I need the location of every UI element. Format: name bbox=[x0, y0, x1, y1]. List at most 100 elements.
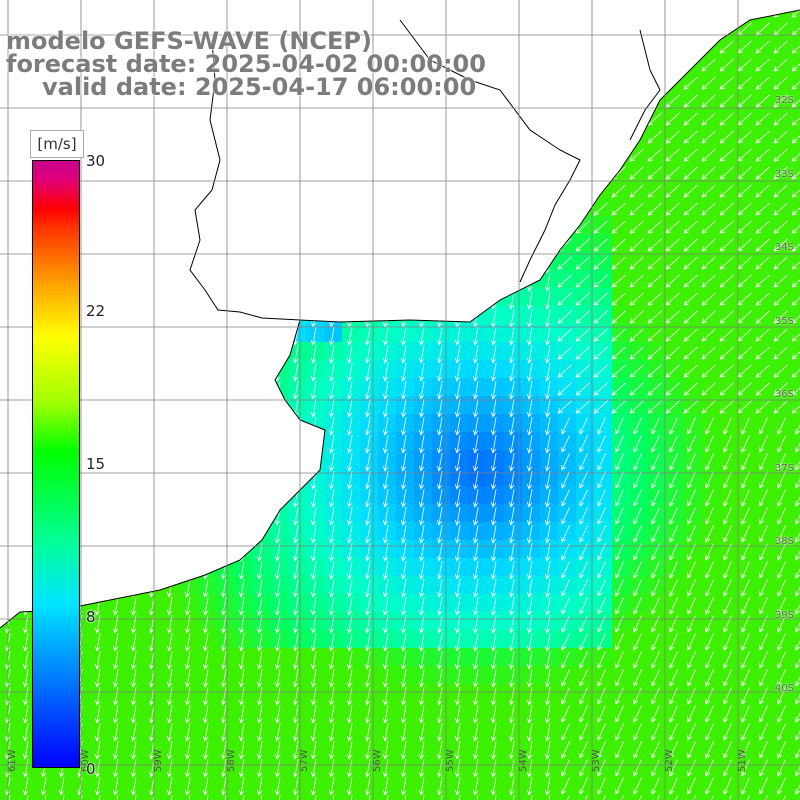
wind-cell bbox=[792, 234, 800, 252]
wind-arrow bbox=[791, 274, 800, 288]
wind-arrow bbox=[238, 759, 245, 778]
wind-arrow bbox=[561, 795, 570, 800]
wind-arrow bbox=[472, 687, 479, 706]
wind-arrow bbox=[364, 795, 371, 800]
wind-arrow bbox=[647, 400, 662, 414]
wind-arrow bbox=[719, 76, 734, 90]
wind-arrow bbox=[593, 202, 608, 216]
wind-arrow bbox=[418, 471, 425, 490]
wind-cell bbox=[342, 792, 360, 800]
wind-arrow bbox=[202, 777, 209, 796]
wind-arrow bbox=[238, 633, 245, 652]
wind-arrow bbox=[791, 256, 800, 270]
wind-arrow bbox=[274, 633, 281, 652]
wind-arrow bbox=[310, 687, 317, 706]
wind-arrow bbox=[490, 471, 497, 490]
lon-label: 54W bbox=[518, 749, 529, 772]
wind-arrow bbox=[597, 669, 606, 687]
wind-arrow bbox=[705, 489, 714, 507]
wind-arrow bbox=[719, 184, 734, 198]
wind-arrow bbox=[544, 507, 551, 526]
wind-arrow bbox=[364, 579, 371, 598]
lat-label: 32S bbox=[774, 95, 794, 106]
wind-arrow bbox=[687, 669, 696, 687]
wind-arrow bbox=[454, 651, 461, 670]
wind-arrow bbox=[633, 705, 642, 723]
wind-arrow bbox=[382, 435, 389, 454]
wind-arrow bbox=[184, 615, 191, 634]
wind-arrow bbox=[490, 723, 497, 742]
wind-arrow bbox=[741, 507, 750, 525]
wind-arrow bbox=[328, 759, 335, 778]
wind-arrow bbox=[328, 381, 335, 400]
colorbar-tick-8: 8 bbox=[86, 608, 96, 626]
wind-arrow bbox=[647, 238, 662, 252]
wind-arrow bbox=[615, 453, 624, 471]
wind-arrow bbox=[310, 795, 317, 800]
wind-cell bbox=[234, 792, 252, 800]
wind-arrow bbox=[633, 435, 642, 453]
wind-arrow bbox=[579, 597, 588, 615]
wind-arrow bbox=[202, 597, 209, 616]
wind-arrow bbox=[665, 400, 680, 414]
wind-arrow bbox=[526, 633, 533, 652]
wind-arrow bbox=[791, 400, 800, 414]
wind-arrow bbox=[112, 615, 119, 634]
wind-arrow bbox=[436, 795, 443, 800]
wind-arrow bbox=[615, 723, 624, 741]
wind-arrow bbox=[382, 615, 389, 634]
wind-arrow bbox=[777, 777, 786, 795]
wind-arrow bbox=[593, 220, 608, 234]
wind-arrow bbox=[687, 615, 696, 633]
wind-arrow bbox=[777, 489, 786, 507]
wind-cell bbox=[468, 792, 486, 800]
wind-arrow bbox=[669, 453, 678, 471]
wind-arrow bbox=[436, 363, 443, 382]
wind-arrow bbox=[755, 220, 770, 234]
wind-arrow bbox=[719, 274, 734, 288]
wind-arrow bbox=[597, 741, 606, 759]
wind-arrow bbox=[759, 723, 768, 741]
wind-arrow bbox=[723, 561, 732, 579]
wind-arrow bbox=[274, 687, 281, 706]
wind-arrow bbox=[777, 579, 786, 597]
wind-arrow bbox=[220, 777, 227, 796]
wind-arrow bbox=[238, 615, 245, 634]
wind-arrow bbox=[633, 741, 642, 759]
wind-arrow bbox=[651, 471, 660, 489]
wind-arrow bbox=[364, 327, 371, 346]
wind-arrow bbox=[382, 417, 389, 436]
wind-arrow bbox=[436, 399, 443, 418]
wind-arrow bbox=[719, 40, 734, 54]
wind-arrow bbox=[759, 453, 768, 471]
wind-arrow bbox=[310, 399, 317, 418]
wind-arrow bbox=[382, 327, 389, 346]
wind-arrow bbox=[94, 633, 101, 652]
wind-arrow bbox=[400, 471, 407, 490]
wind-arrow bbox=[705, 435, 714, 453]
wind-arrow bbox=[777, 417, 786, 435]
wind-arrow bbox=[683, 364, 698, 378]
wind-arrow bbox=[579, 777, 588, 795]
wind-arrow bbox=[310, 633, 317, 652]
wind-cell bbox=[378, 792, 396, 800]
wind-arrow bbox=[526, 399, 533, 418]
wind-arrow bbox=[526, 669, 533, 688]
wind-arrow bbox=[292, 345, 299, 364]
wind-arrow bbox=[593, 400, 608, 414]
wind-arrow bbox=[719, 202, 734, 216]
wind-arrow bbox=[166, 759, 173, 778]
wind-arrow bbox=[777, 597, 786, 615]
wind-arrow bbox=[561, 669, 570, 687]
wind-arrow bbox=[310, 345, 317, 364]
wind-arrow bbox=[58, 777, 65, 796]
wind-arrow bbox=[418, 651, 425, 670]
wind-arrow bbox=[202, 651, 209, 670]
wind-cell bbox=[18, 792, 36, 800]
wind-arrow bbox=[773, 58, 788, 72]
wind-arrow bbox=[741, 615, 750, 633]
wind-arrow bbox=[508, 651, 515, 670]
wind-arrow bbox=[346, 471, 353, 490]
wind-cell bbox=[162, 792, 180, 800]
wind-arrow bbox=[418, 381, 425, 400]
